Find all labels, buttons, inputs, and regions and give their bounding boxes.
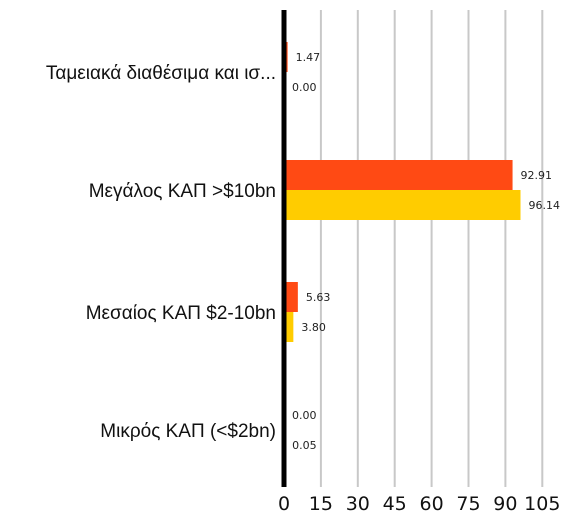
tick-label-45: 45 bbox=[383, 493, 407, 515]
tick-label-15: 15 bbox=[309, 493, 333, 515]
category-labels: Ταμειακά διαθέσιμα και ισ... Μεγάλος ΚΑΠ … bbox=[46, 63, 276, 442]
category-label-1: Ταμειακά διαθέσιμα και ισ... bbox=[46, 63, 276, 84]
category-label-4: Μικρός ΚΑΠ (<$2bn) bbox=[100, 421, 276, 442]
bars bbox=[284, 42, 521, 460]
tick-label-30: 30 bbox=[346, 493, 370, 515]
category-label-3: Μεσαίος ΚΑΠ $2-10bn bbox=[86, 303, 276, 324]
tick-label-105: 105 bbox=[524, 493, 560, 515]
value-label-3-2: 3.80 bbox=[301, 321, 326, 334]
tick-label-90: 90 bbox=[493, 493, 517, 515]
value-labels: 1.47 0.00 92.91 96.14 5.63 3.80 0.00 0.05 bbox=[292, 51, 560, 452]
bar-3-series-2 bbox=[284, 312, 294, 342]
value-label-1-1: 1.47 bbox=[296, 51, 321, 64]
axis-tick-labels: 0 15 30 45 60 75 90 105 bbox=[278, 493, 560, 515]
tick-label-75: 75 bbox=[456, 493, 480, 515]
bar-2-series-2 bbox=[284, 190, 521, 220]
bar-3-series-1 bbox=[284, 282, 298, 312]
category-label-2: Μεγάλος ΚΑΠ >$10bn bbox=[89, 181, 276, 202]
value-label-3-1: 5.63 bbox=[306, 291, 331, 304]
value-label-1-2: 0.00 bbox=[292, 81, 317, 94]
value-label-4-2: 0.05 bbox=[292, 439, 317, 452]
value-label-2-2: 96.14 bbox=[529, 199, 561, 212]
bar-2-series-1 bbox=[284, 160, 513, 190]
grid-lines bbox=[319, 10, 544, 487]
tick-label-60: 60 bbox=[420, 493, 444, 515]
value-label-2-1: 92.91 bbox=[521, 169, 553, 182]
value-label-4-1: 0.00 bbox=[292, 409, 317, 422]
tick-label-0: 0 bbox=[278, 493, 290, 515]
